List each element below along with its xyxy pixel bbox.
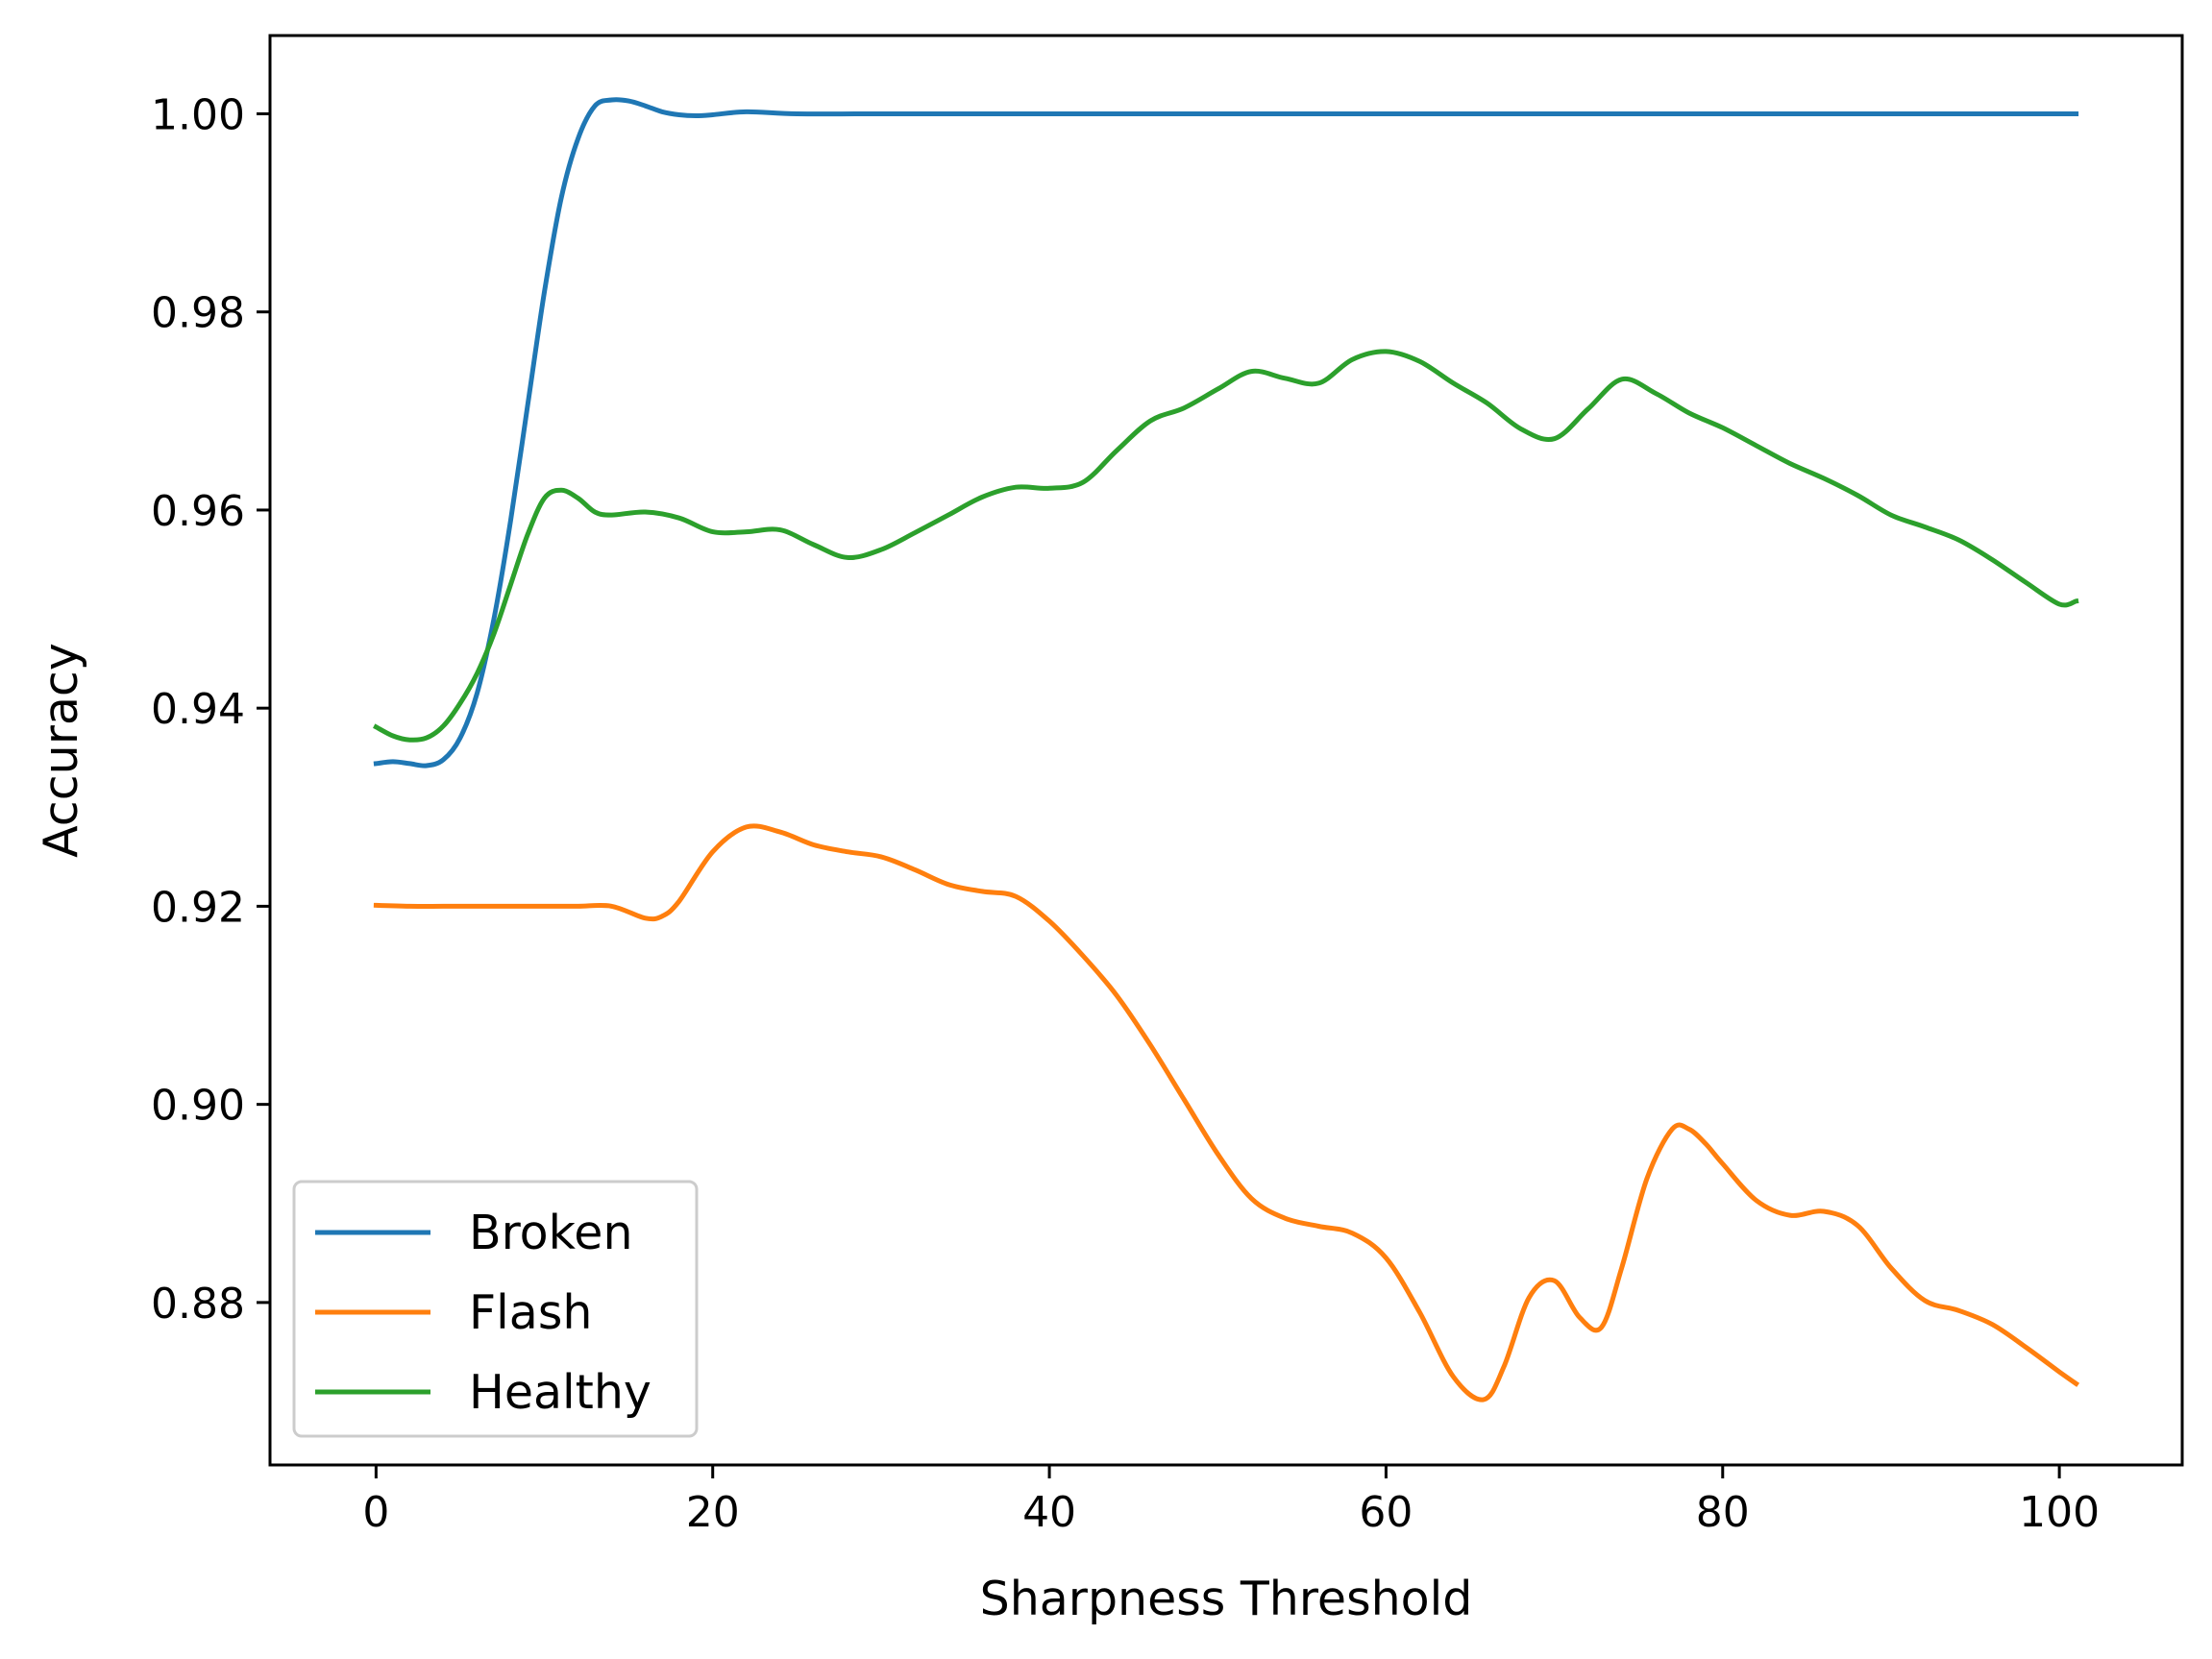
legend-label-broken: Broken (469, 1206, 633, 1260)
y-tick-label: 0.96 (151, 487, 245, 536)
y-axis: 0.88 0.90 0.92 0.94 0.96 0.98 1.00 (151, 90, 270, 1329)
x-tick-label: 0 (362, 1488, 389, 1537)
y-tick-label: 0.98 (151, 289, 245, 338)
x-tick-label: 20 (686, 1488, 740, 1537)
y-tick-label: 0.90 (151, 1082, 245, 1131)
legend-box (292, 1180, 699, 1438)
series-line-flash (373, 823, 2080, 1403)
series-layer (373, 97, 2080, 1403)
y-tick-label: 0.88 (151, 1280, 245, 1329)
legend-label-flash: Flash (469, 1285, 592, 1340)
plot-frame (268, 34, 2184, 1467)
series-line-broken (373, 97, 2079, 769)
x-tick-label: 60 (1359, 1488, 1413, 1537)
series-line-healthy (373, 349, 2079, 743)
y-tick-label: 0.92 (151, 883, 245, 932)
x-tick-label: 100 (2019, 1488, 2100, 1537)
x-tick-label: 80 (1696, 1488, 1750, 1537)
x-tick-label: 40 (1022, 1488, 1076, 1537)
legend-label-healthy: Healthy (469, 1365, 651, 1420)
x-axis-label: Sharpness Threshold (980, 1572, 1473, 1626)
legend: Broken Flash Healthy (292, 1180, 699, 1438)
y-axis-label: Accuracy (34, 643, 88, 858)
y-tick-label: 1.00 (151, 90, 245, 139)
x-axis: 0 20 40 60 80 100 (362, 1465, 2100, 1537)
y-tick-label: 0.94 (151, 685, 245, 734)
